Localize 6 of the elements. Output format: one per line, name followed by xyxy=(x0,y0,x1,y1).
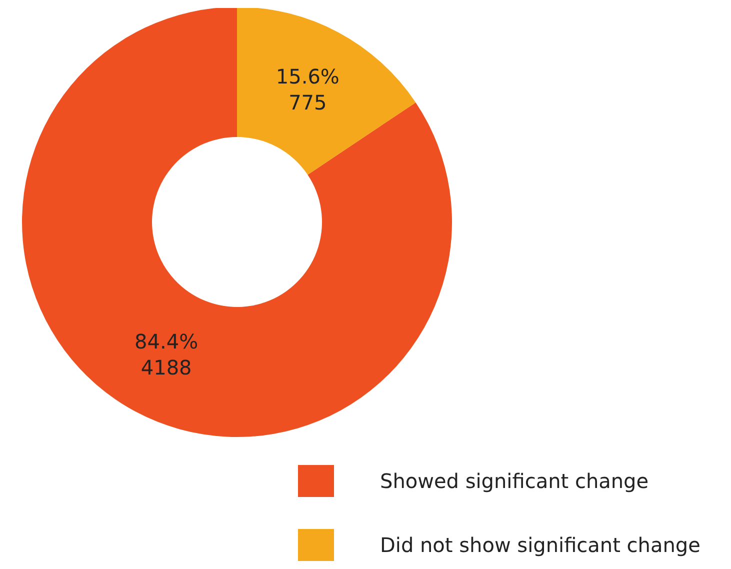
donut-slice xyxy=(22,8,452,437)
donut-slice xyxy=(237,8,416,175)
legend-label: Did not show significant change xyxy=(380,533,700,557)
legend-label: Showed significant change xyxy=(380,469,649,493)
data-label: 15.6% 775 xyxy=(276,64,340,115)
data-label: 84.4% 4188 xyxy=(134,329,198,380)
